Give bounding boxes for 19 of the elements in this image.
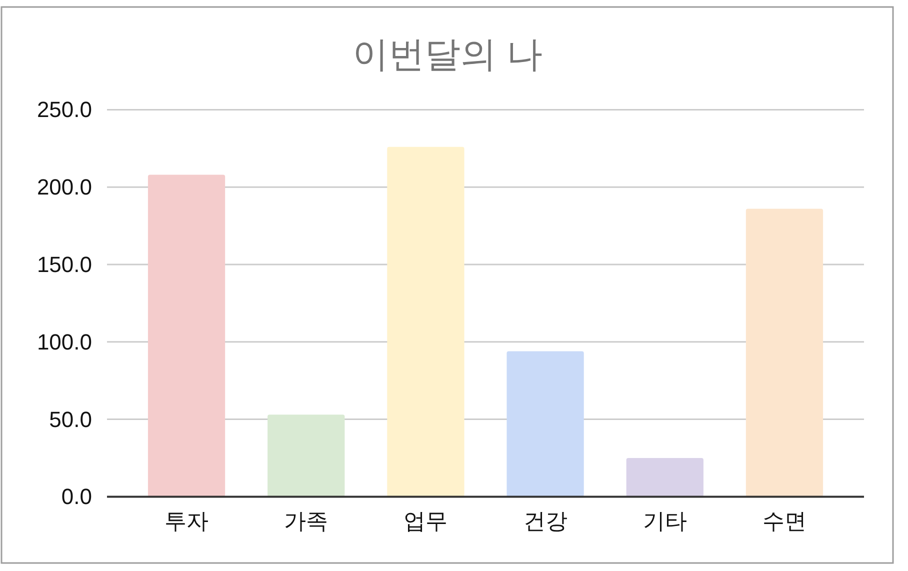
- x-tick-label: 투자: [164, 508, 209, 534]
- x-tick-label: 건강: [523, 508, 568, 534]
- bar: [626, 458, 704, 497]
- x-tick-label: 업무: [404, 508, 448, 534]
- y-tick-label: 150.0: [36, 252, 92, 277]
- bar: [148, 174, 226, 497]
- bar: [387, 146, 464, 497]
- y-tick-label: 250.0: [36, 97, 92, 122]
- x-tick-label: 수면: [762, 508, 806, 534]
- bar: [746, 208, 824, 497]
- bar: [506, 351, 584, 497]
- chart-title: 이번달의 나: [352, 34, 543, 74]
- y-tick-label: 100.0: [36, 329, 92, 354]
- x-tick-label: 가족: [284, 508, 328, 534]
- y-tick-label: 50.0: [49, 406, 92, 432]
- y-tick-label: 200.0: [36, 174, 92, 200]
- x-tick-label: 기타: [642, 508, 687, 534]
- bar: [268, 414, 345, 497]
- y-tick-label: 0.0: [61, 484, 92, 510]
